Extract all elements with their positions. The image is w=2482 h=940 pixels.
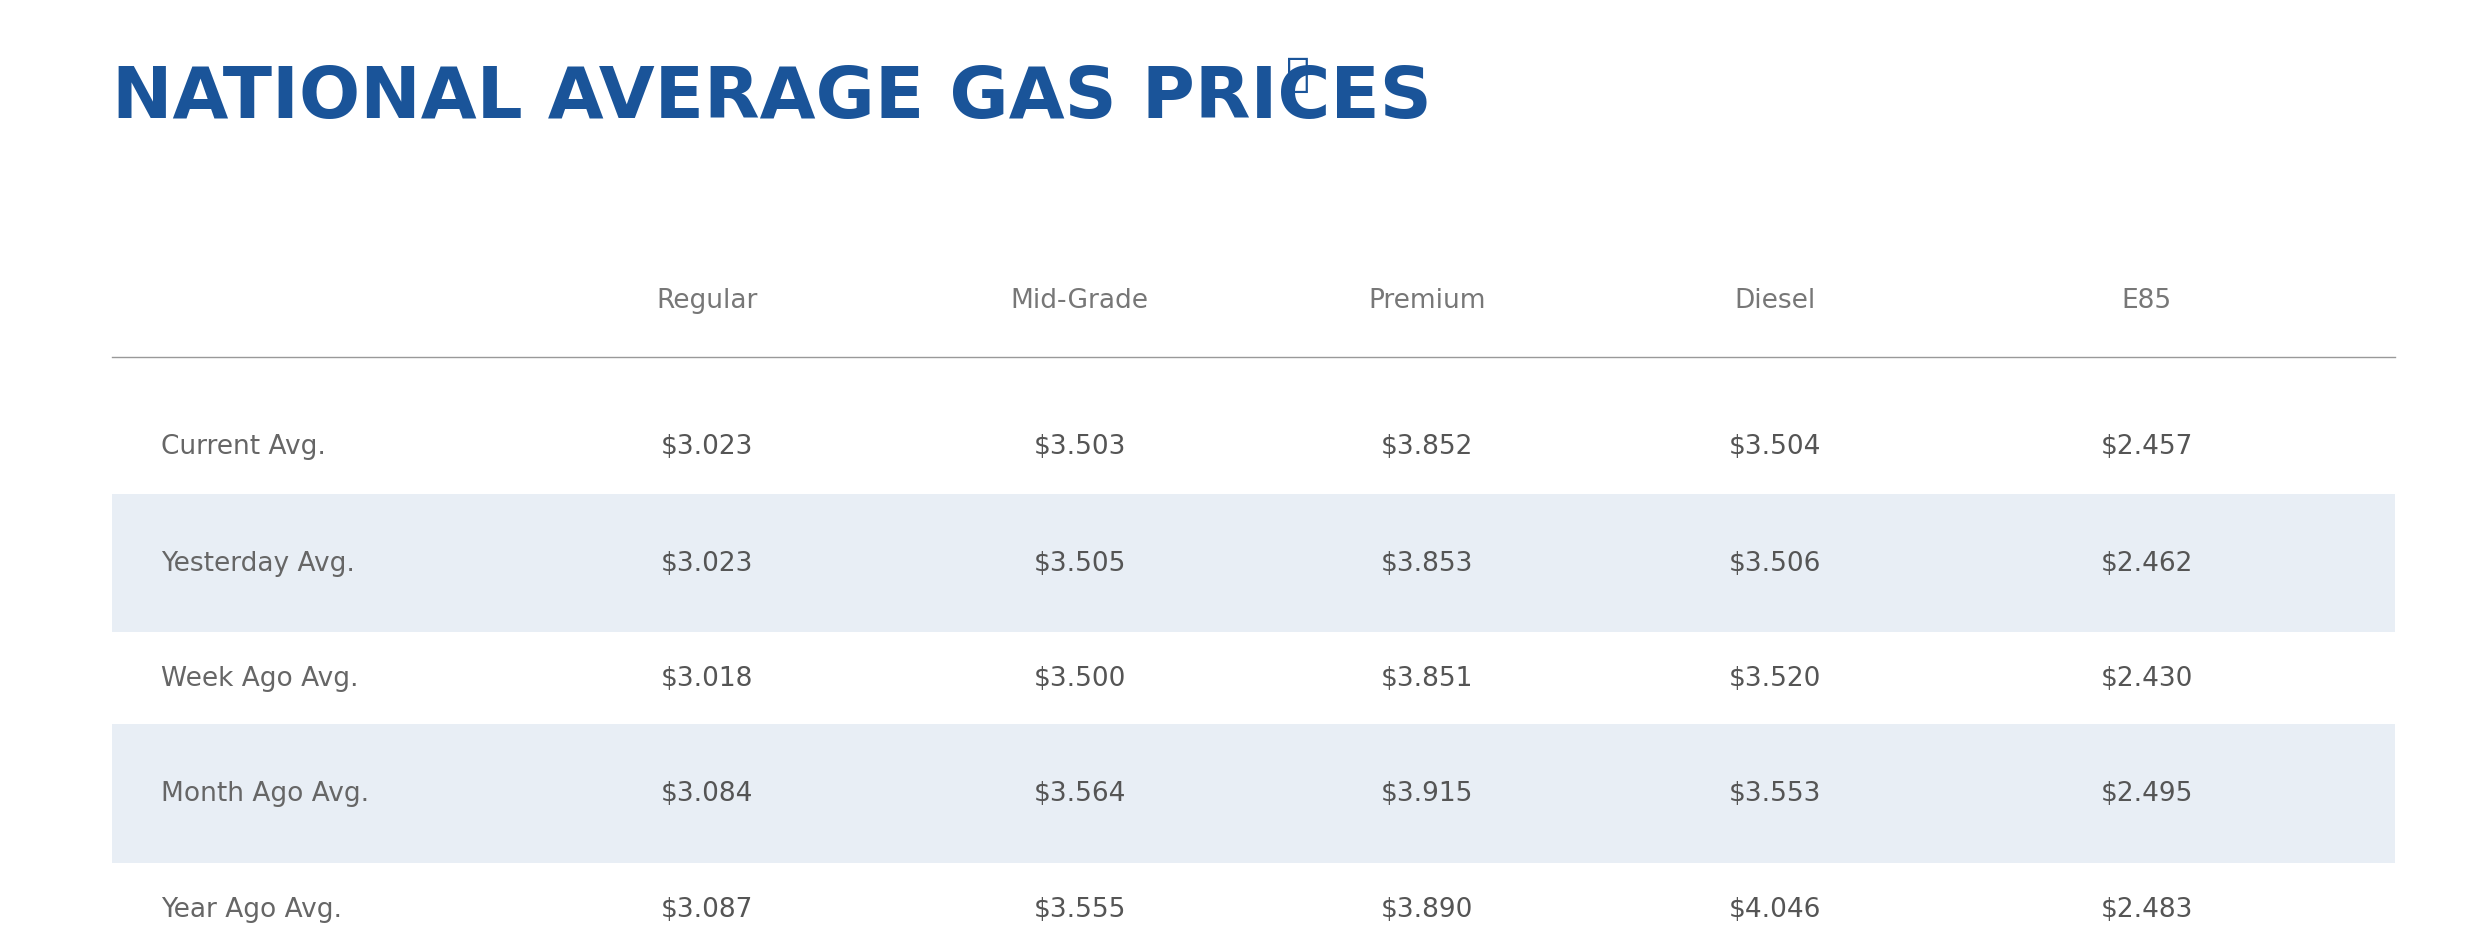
Text: $3.087: $3.087 bbox=[660, 897, 755, 923]
Text: $3.851: $3.851 bbox=[1380, 666, 1474, 692]
Text: $3.506: $3.506 bbox=[1727, 551, 1822, 577]
Text: $3.853: $3.853 bbox=[1380, 551, 1474, 577]
Text: $3.023: $3.023 bbox=[660, 433, 755, 460]
Text: $4.046: $4.046 bbox=[1727, 897, 1822, 923]
Text: Week Ago Avg.: Week Ago Avg. bbox=[161, 666, 360, 692]
Text: $3.852: $3.852 bbox=[1380, 433, 1474, 460]
Text: $3.084: $3.084 bbox=[660, 781, 755, 807]
Text: $2.495: $2.495 bbox=[2100, 781, 2194, 807]
Text: Yesterday Avg.: Yesterday Avg. bbox=[161, 551, 355, 577]
Text: $3.505: $3.505 bbox=[1033, 551, 1127, 577]
Text: $3.500: $3.500 bbox=[1033, 666, 1127, 692]
Text: $3.023: $3.023 bbox=[660, 551, 755, 577]
Text: ⓘ: ⓘ bbox=[1286, 55, 1310, 95]
Text: $3.553: $3.553 bbox=[1727, 781, 1822, 807]
Text: $3.018: $3.018 bbox=[660, 666, 755, 692]
Text: $3.890: $3.890 bbox=[1380, 897, 1474, 923]
Text: Premium: Premium bbox=[1368, 288, 1487, 314]
Text: Month Ago Avg.: Month Ago Avg. bbox=[161, 781, 370, 807]
Text: E85: E85 bbox=[2122, 288, 2172, 314]
Text: $3.503: $3.503 bbox=[1033, 433, 1127, 460]
Text: NATIONAL AVERAGE GAS PRICES: NATIONAL AVERAGE GAS PRICES bbox=[112, 64, 1432, 133]
Text: Mid-Grade: Mid-Grade bbox=[1010, 288, 1149, 314]
Text: $2.457: $2.457 bbox=[2100, 433, 2194, 460]
Text: $2.483: $2.483 bbox=[2100, 897, 2194, 923]
Text: $3.564: $3.564 bbox=[1033, 781, 1127, 807]
Text: Regular: Regular bbox=[658, 288, 757, 314]
Text: $3.504: $3.504 bbox=[1727, 433, 1822, 460]
Text: Diesel: Diesel bbox=[1735, 288, 1814, 314]
Text: Year Ago Avg.: Year Ago Avg. bbox=[161, 897, 343, 923]
Text: $2.430: $2.430 bbox=[2100, 666, 2194, 692]
Text: $3.555: $3.555 bbox=[1033, 897, 1127, 923]
Text: $2.462: $2.462 bbox=[2100, 551, 2194, 577]
Text: Current Avg.: Current Avg. bbox=[161, 433, 325, 460]
Text: $3.915: $3.915 bbox=[1380, 781, 1474, 807]
Text: $3.520: $3.520 bbox=[1727, 666, 1822, 692]
